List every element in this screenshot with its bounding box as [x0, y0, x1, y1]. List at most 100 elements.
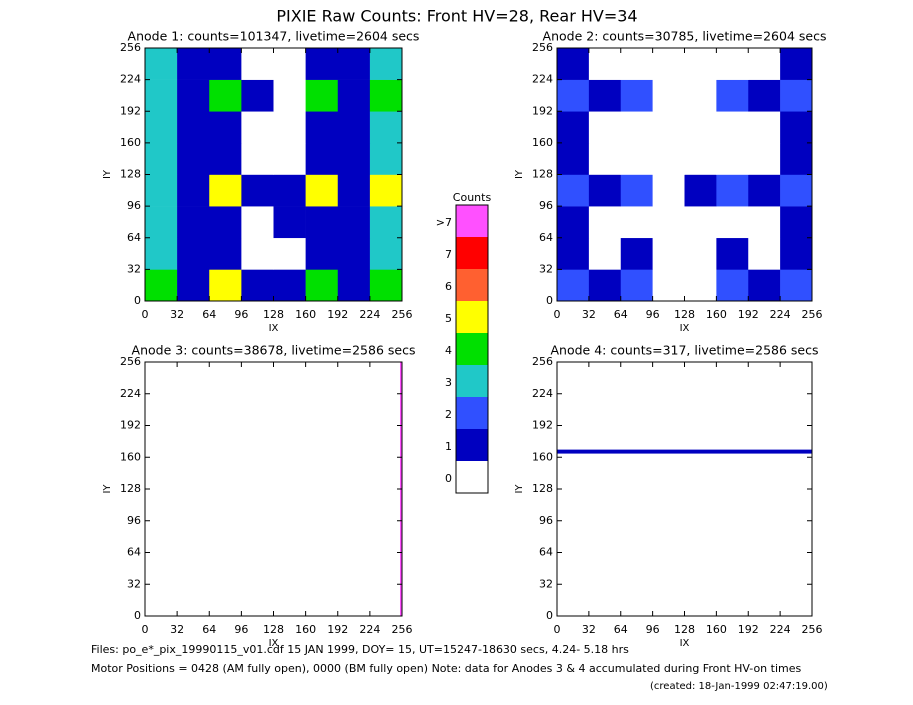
- heatmap-cell: [255, 362, 258, 617]
- x-tick-label: 192: [327, 308, 348, 321]
- heatmap-cell: [209, 269, 242, 302]
- colorbar-label: >7: [436, 216, 452, 229]
- heatmap-cell: [241, 142, 274, 175]
- heatmap-cell: [229, 362, 232, 617]
- colorbar-label: 4: [445, 344, 452, 357]
- heatmap-cell: [209, 362, 212, 617]
- heatmap-cell: [780, 48, 813, 80]
- heatmap-cell: [716, 206, 749, 239]
- heatmap-cell: [209, 206, 242, 239]
- heatmap-cell: [557, 580, 813, 585]
- x-tick-label: 0: [142, 308, 149, 321]
- heatmap-cell: [337, 174, 371, 207]
- heatmap-cell: [369, 269, 403, 302]
- heatmap-cell: [209, 111, 242, 144]
- heatmap-cell: [557, 389, 813, 395]
- y-tick-label: 96: [539, 514, 553, 527]
- y-tick-label: 256: [120, 355, 141, 368]
- heatmap-cell: [363, 362, 367, 617]
- x-tick-label: 192: [738, 308, 759, 321]
- heatmap-cell: [557, 461, 813, 466]
- heatmap-cell: [305, 206, 339, 239]
- heatmap-cell: [161, 362, 164, 617]
- heatmap-cell: [277, 362, 280, 617]
- x-tick-label: 64: [614, 308, 628, 321]
- heatmap-cell: [283, 362, 286, 617]
- heatmap-cell: [237, 362, 240, 617]
- heatmap-cell: [275, 362, 278, 617]
- heatmap-cell: [177, 174, 210, 207]
- heatmap-cell: [369, 111, 403, 144]
- colorbar-frame: [455, 204, 489, 494]
- heatmap-cell: [175, 362, 178, 617]
- heatmap-cell: [557, 369, 813, 375]
- heatmap-cell: [343, 362, 347, 617]
- heatmap-cell: [209, 79, 242, 112]
- y-tick-label: 256: [532, 41, 553, 54]
- heatmap-cell: [337, 362, 341, 617]
- heatmap-cell: [305, 269, 339, 302]
- heatmap-cell: [557, 508, 813, 514]
- heatmap-cell: [652, 111, 685, 144]
- heatmap-cell: [183, 362, 186, 617]
- heatmap-cell: [748, 269, 781, 302]
- heatmap-cell: [588, 174, 622, 207]
- heatmap-cell: [337, 48, 371, 80]
- heatmap-cell: [305, 362, 308, 617]
- heatmap-cell: [780, 237, 813, 270]
- heatmap-cell: [557, 385, 813, 391]
- heatmap-cell: [259, 362, 262, 617]
- y-tick-label: 256: [120, 41, 141, 54]
- y-tick-label: 32: [127, 262, 141, 275]
- heatmap-cell: [385, 362, 389, 617]
- heatmap-cell: [557, 449, 813, 454]
- y-tick-label: 64: [127, 546, 141, 559]
- y-tick-label: 256: [532, 355, 553, 368]
- heatmap-cell: [684, 206, 717, 239]
- y-tick-label: 224: [120, 73, 141, 86]
- heatmap-cell: [557, 465, 813, 470]
- colorbar-label: 1: [445, 440, 452, 453]
- heatmap-cell: [181, 362, 184, 617]
- heatmap-cell: [369, 142, 403, 175]
- heatmap-cell: [557, 496, 813, 502]
- heatmap-cell: [345, 362, 349, 617]
- heatmap-cell: [189, 362, 192, 617]
- x-tick-label: 224: [770, 308, 791, 321]
- y-tick-label: 160: [120, 136, 141, 149]
- heatmap-cell: [231, 362, 234, 617]
- heatmap-cell: [287, 362, 290, 617]
- heatmap-cell: [145, 79, 178, 112]
- heatmap-cell: [652, 48, 685, 80]
- heatmap-cell: [557, 365, 813, 371]
- heatmap-cell: [557, 572, 813, 577]
- heatmap-cell: [557, 481, 813, 486]
- heatmap-cell: [557, 409, 813, 414]
- heatmap-cell: [145, 237, 178, 270]
- y-axis-label: IY: [102, 169, 113, 179]
- y-tick-label: 224: [532, 73, 553, 86]
- panel-title: Anode 3: counts=38678, livetime=2586 sec…: [132, 343, 416, 358]
- heatmap-cell: [325, 362, 329, 617]
- heatmap-cell: [557, 397, 813, 402]
- heatmap-cell: [187, 362, 190, 617]
- panel-title: Anode 2: counts=30785, livetime=2604 sec…: [543, 29, 827, 44]
- heatmap-cell: [557, 516, 813, 522]
- heatmap-cell: [273, 111, 306, 144]
- heatmap-cell: [557, 473, 813, 478]
- heatmap-cell: [337, 237, 371, 270]
- y-tick-label: 96: [127, 199, 141, 212]
- heatmap-cell: [267, 362, 270, 617]
- heatmap-cell: [557, 489, 813, 494]
- heatmap-cell: [289, 362, 292, 617]
- heatmap-cell: [684, 111, 717, 144]
- heatmap-cell: [588, 269, 622, 302]
- heatmap-cell: [273, 237, 306, 270]
- heatmap-cell: [337, 79, 371, 112]
- heatmap-cell: [273, 142, 306, 175]
- colorbar-swatch: [456, 333, 488, 365]
- heatmap-cell: [780, 174, 813, 207]
- heatmap-cell: [620, 111, 653, 144]
- heatmap-cell: [335, 362, 339, 617]
- y-tick-label: 0: [134, 609, 141, 622]
